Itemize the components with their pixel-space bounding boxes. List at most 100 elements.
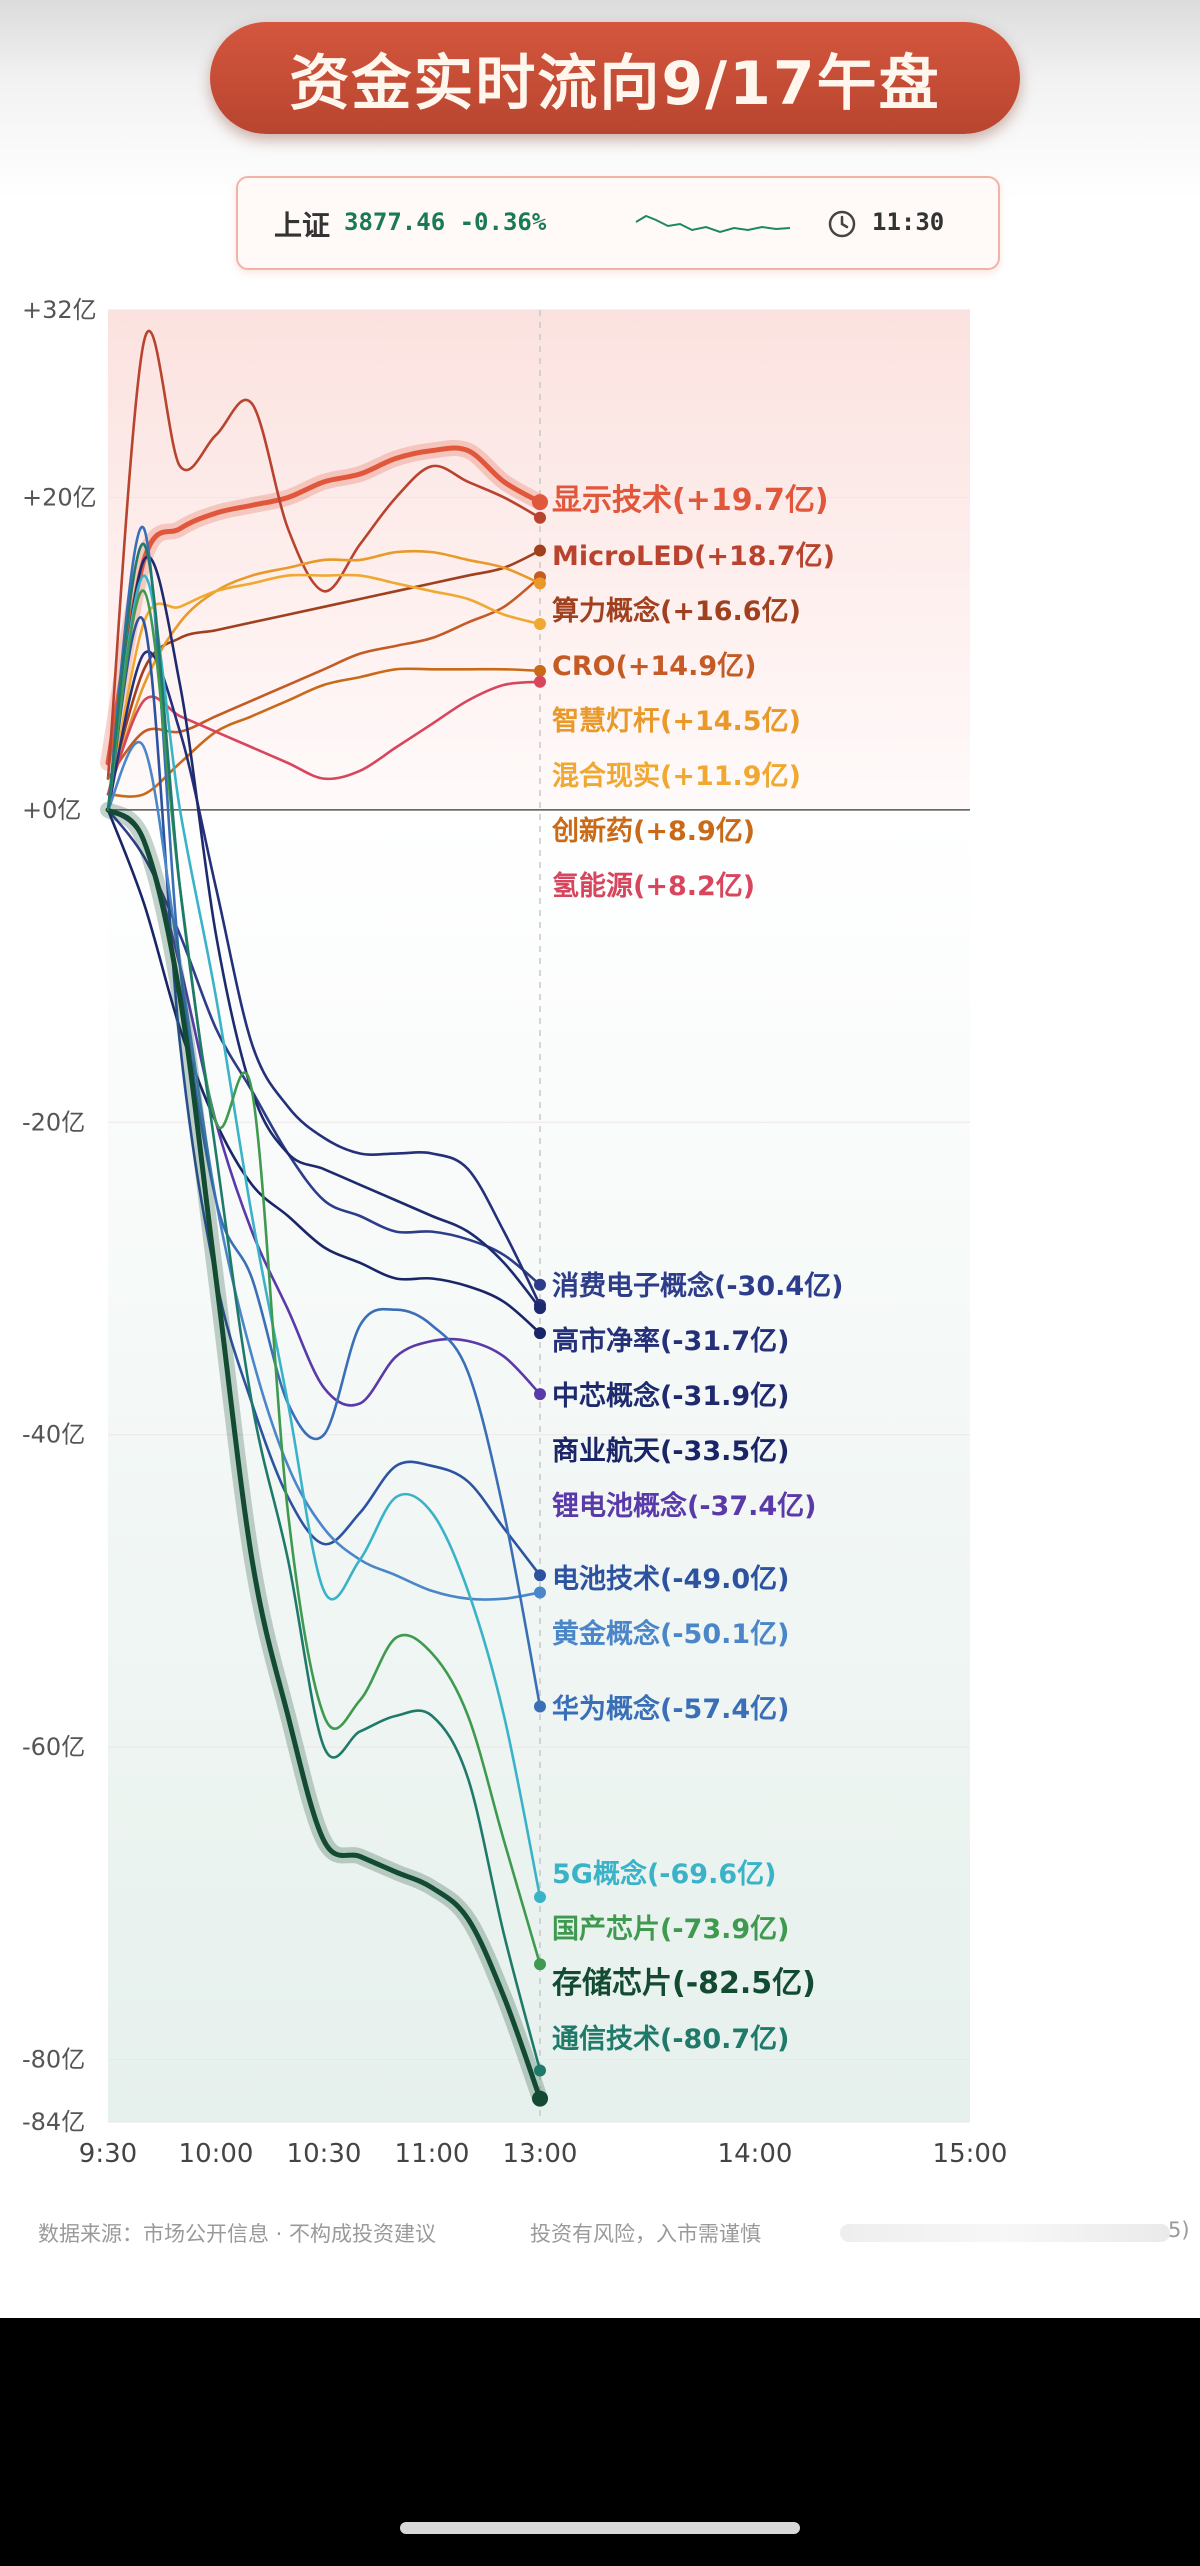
- page-title: 资金实时流向9/17午盘: [289, 48, 941, 119]
- series-label: 中芯概念(-31.9亿): [552, 1380, 790, 1412]
- series-创新药: [106, 664, 546, 798]
- series-line: [106, 667, 542, 798]
- series-label: 消费电子概念(-30.4亿): [552, 1270, 844, 1302]
- y-tick-label: +32亿: [22, 296, 97, 324]
- chart-gridlines: [108, 309, 970, 2123]
- series-label: 创新药(+8.9亿): [551, 815, 755, 847]
- x-tick-label: 14:00: [718, 2139, 793, 2169]
- series-line: [106, 808, 542, 1335]
- y-tick-label: -60亿: [22, 1733, 85, 1761]
- series-label: 国产芯片(-73.9亿): [552, 1914, 790, 1945]
- series-line: [106, 555, 542, 1310]
- positive-region: [108, 310, 970, 810]
- series-label: 商业航天(-33.5亿): [552, 1435, 790, 1467]
- index-sparkline: [635, 214, 791, 234]
- x-tick-label: 10:30: [287, 2139, 362, 2169]
- series-end-point: [534, 1891, 546, 1904]
- series-label: 锂电池概念(-37.4亿): [552, 1490, 817, 1522]
- series-end-point: [534, 1700, 546, 1713]
- title-banner: 资金实时流向9/17午盘: [210, 22, 1020, 134]
- series-label: 华为概念(-57.4亿): [552, 1693, 790, 1725]
- series-label: 黄金概念(-50.1亿): [552, 1618, 790, 1650]
- series-MicroLED: [106, 329, 546, 780]
- series-end-point: [532, 2090, 548, 2107]
- negative-region: [108, 809, 970, 2122]
- series-end-point: [534, 1388, 546, 1401]
- data-source-note: 数据来源：市场公开信息 · 不构成投资建议: [38, 2222, 437, 2246]
- chart-background: [108, 310, 970, 2122]
- chart-series-labels: 显示技术(+19.7亿) MicroLED(+18.7亿) 算力概念(+16.6亿)…: [551, 483, 844, 2055]
- series-通信技术: [106, 542, 546, 2077]
- series-line: [106, 542, 542, 2072]
- series-label: 5G概念(-69.6亿): [552, 1858, 776, 1890]
- x-tick-label: 10:00: [179, 2139, 254, 2169]
- y-axis: +32亿 +20亿 +0亿 -20亿 -40亿 -60亿 -80亿 -84亿: [22, 296, 97, 2136]
- series-混合现实: [106, 573, 546, 812]
- series-line: [106, 573, 542, 812]
- y-tick-label: -20亿: [22, 1108, 85, 1136]
- risk-warning: 投资有风险，入市需谨慎: [530, 2222, 761, 2246]
- series-中芯概念: [106, 555, 546, 1315]
- series-算力概念: [106, 544, 546, 796]
- series-end-point: [534, 1327, 546, 1340]
- y-tick-label: -84亿: [22, 2108, 85, 2136]
- series-end-point: [534, 664, 546, 677]
- series-label: 显示技术(+19.7亿): [552, 483, 829, 518]
- home-indicator: [400, 2522, 800, 2534]
- series-end-point: [532, 494, 548, 511]
- series-label: 通信技术(-80.7亿): [552, 2024, 790, 2055]
- series-label: 智慧灯杆(+14.5亿): [552, 706, 801, 737]
- series-消费电子概念: [106, 808, 546, 1291]
- series-label: CRO(+14.9亿): [552, 651, 756, 682]
- index-time: 11:30: [872, 208, 945, 236]
- series-显示技术: [100, 439, 548, 771]
- series-label: 存储芯片(-82.5亿): [552, 1966, 816, 2001]
- index-value: 3877.46 -0.36%: [344, 208, 547, 236]
- series-存储芯片: [100, 801, 548, 2107]
- series-end-point: [534, 675, 546, 688]
- series-end-point: [534, 511, 546, 524]
- series-label: MicroLED(+18.7亿): [552, 541, 835, 572]
- series-5G概念: [106, 574, 546, 1904]
- footer-tail: 5): [1168, 2218, 1190, 2242]
- series-end-point: [534, 1958, 546, 1971]
- clock-icon: [828, 210, 856, 238]
- series-line: [106, 808, 542, 1287]
- series-电池技术: [106, 616, 546, 1582]
- series-end-point: [534, 617, 546, 630]
- series-label: 电池技术(-49.0亿): [552, 1564, 790, 1595]
- series-line: [106, 616, 542, 1577]
- series-商业航天: [106, 808, 546, 1340]
- series-line: [106, 589, 542, 1966]
- blurred-watermark: [840, 2224, 1170, 2242]
- series-label: 高市净率(-31.7亿): [552, 1325, 790, 1357]
- index-name: 上证: [274, 209, 331, 242]
- series-end-point: [534, 544, 546, 557]
- series-end-point: [534, 1278, 546, 1291]
- x-axis: 9:30 10:00 10:30 11:00 13:00 14:00 15:00: [79, 2139, 1008, 2169]
- series-end-point: [534, 577, 546, 590]
- index-summary-box: 上证 3877.46 -0.36% 11:30: [236, 176, 1000, 270]
- series-label: 算力概念(+16.6亿): [552, 595, 801, 627]
- y-tick-label: -40亿: [22, 1421, 85, 1449]
- series-line: [106, 549, 542, 796]
- series-line: [105, 445, 543, 766]
- series-line: [106, 574, 542, 1899]
- x-tick-label: 13:00: [503, 2139, 578, 2169]
- fund-flow-line-chart: +32亿 +20亿 +0亿 -20亿 -40亿 -60亿 -80亿 -84亿 9:30 10:0…: [22, 296, 1008, 2169]
- series-label: 混合现实(+11.9亿): [552, 760, 801, 792]
- y-tick-label: +0亿: [22, 796, 81, 824]
- chart-series-lines: [100, 329, 548, 2107]
- x-tick-label: 9:30: [79, 2139, 137, 2169]
- series-line: [106, 329, 542, 780]
- series-label: 氢能源(+8.2亿): [552, 870, 755, 902]
- series-end-point: [534, 2064, 546, 2077]
- x-tick-label: 15:00: [933, 2139, 1008, 2169]
- y-tick-label: +20亿: [22, 483, 97, 511]
- series-国产芯片: [106, 589, 546, 1971]
- series-line: [105, 807, 543, 2102]
- series-line: [106, 650, 542, 1307]
- series-end-point: [534, 1586, 546, 1599]
- y-tick-label: -80亿: [22, 2046, 85, 2074]
- series-end-point: [534, 1569, 546, 1582]
